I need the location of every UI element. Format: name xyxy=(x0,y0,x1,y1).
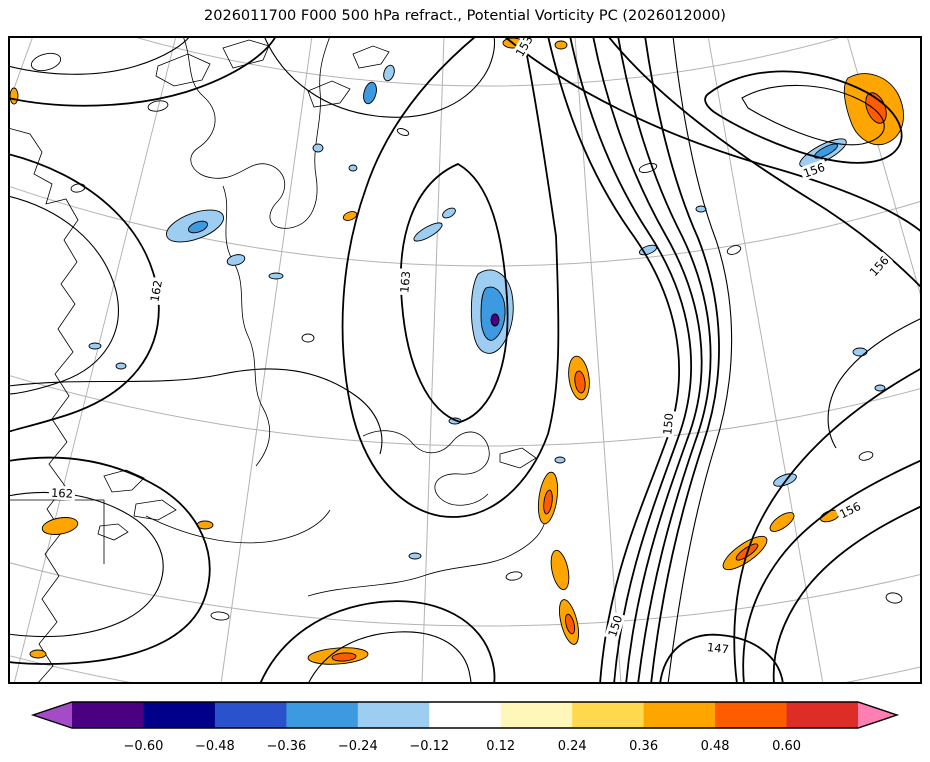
colorbar-left-arrow xyxy=(33,702,72,728)
contour-label: 162 xyxy=(48,485,76,501)
coastlines xyxy=(8,36,547,684)
figure-title: 2026011700 F000 500 hPa refract., Potent… xyxy=(204,8,726,24)
colorbar-right-arrow xyxy=(858,702,897,728)
colorbar-segment xyxy=(786,702,859,728)
colorbar: −0.60 −0.48 −0.36 −0.24 −0.12 0.12 0.24 0.36 0.4… xyxy=(0,698,930,762)
svg-text:162: 162 xyxy=(51,486,74,501)
colorbar-tick-label: 0.24 xyxy=(558,739,587,754)
colorbar-tick-label: 0.48 xyxy=(701,739,730,754)
colorbar-segment xyxy=(357,702,430,728)
height-contours xyxy=(8,36,922,684)
colorbar-outline xyxy=(30,701,900,729)
colorbar-tick-label: −0.60 xyxy=(124,739,164,754)
colorbar-segment xyxy=(143,702,216,728)
contour-label: 163 xyxy=(396,268,413,296)
colorbar-segment xyxy=(500,702,573,728)
colorbar-tick-label: −0.36 xyxy=(266,739,306,754)
colorbar-segment xyxy=(572,702,645,728)
map-plot-area: 162 162 163 153 156 156 156 150 150 147 xyxy=(8,36,922,684)
colorbar-segment xyxy=(643,702,716,728)
svg-text:147: 147 xyxy=(706,640,729,656)
colorbar-tick-label: −0.48 xyxy=(195,739,235,754)
colorbar-segment xyxy=(286,702,359,728)
svg-text:162: 162 xyxy=(147,279,165,303)
contour-label: 162 xyxy=(146,276,166,306)
colorbar-segment xyxy=(214,702,287,728)
svg-text:150: 150 xyxy=(660,412,676,435)
colorbar-segment xyxy=(429,702,502,728)
svg-text:150: 150 xyxy=(605,613,625,638)
colorbar-canvas: −0.60 −0.48 −0.36 −0.24 −0.12 0.12 0.24 0.36 0.4… xyxy=(30,701,900,754)
colorbar-tick-label: −0.12 xyxy=(409,739,449,754)
colorbar-segment xyxy=(72,702,144,728)
map-frame xyxy=(8,36,922,684)
contour-label: 150 xyxy=(659,410,676,438)
colorbar-tick-label: 0.60 xyxy=(772,739,801,754)
contour-label: 156 xyxy=(835,497,865,523)
contour-label: 150 xyxy=(604,611,626,641)
anomaly-fill-regions xyxy=(9,37,904,665)
contour-label: 156 xyxy=(865,251,893,281)
colorbar-tick-label: −0.24 xyxy=(338,739,378,754)
contour-label: 147 xyxy=(704,639,732,657)
svg-text:163: 163 xyxy=(397,270,413,293)
colorbar-segment xyxy=(715,702,788,728)
colorbar-tick-label: 0.36 xyxy=(629,739,658,754)
colorbar-tick-label: 0.12 xyxy=(486,739,515,754)
